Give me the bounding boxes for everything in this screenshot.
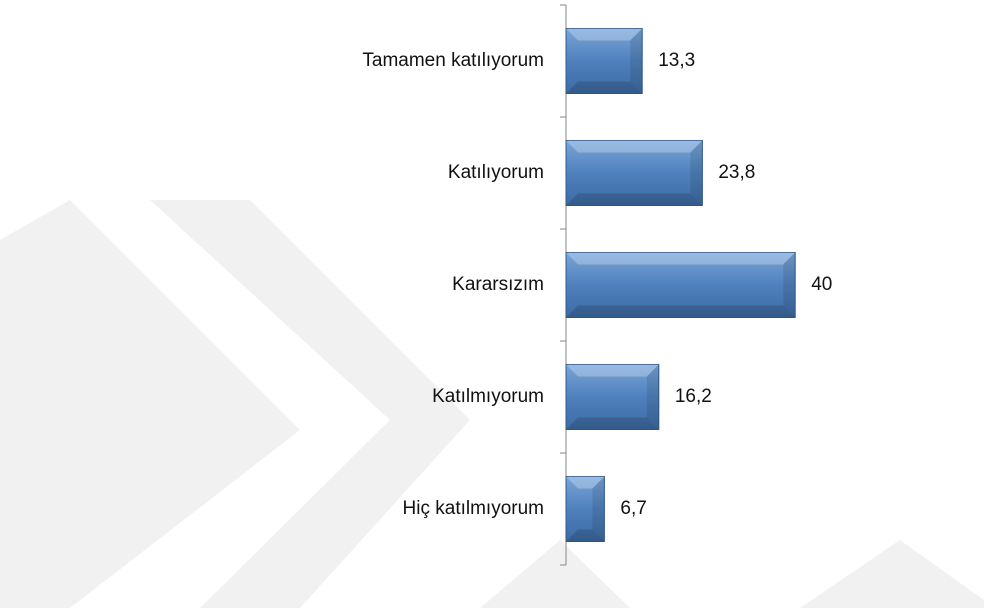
bar-bevel [566,529,605,542]
bar-bevel [566,252,796,265]
bar-bevel [566,28,643,41]
bar-bevel [592,476,605,542]
bar-bevel [566,476,605,489]
bar [565,252,796,318]
value-label: 16,2 [675,386,712,407]
bar-bevel [566,140,703,153]
category-label: Tamamen katılıyorum [362,50,544,71]
bar-bevel [566,364,659,377]
category-label: Kararsızım [452,274,544,295]
bar-bevel [566,305,796,318]
bar [565,28,643,94]
bar-bevel [646,364,659,430]
watermark [0,200,984,608]
bar-bevel [783,252,796,318]
bar-bevel [566,417,659,430]
bar-bevel [690,140,703,206]
value-label: 23,8 [718,162,755,183]
value-label: 40 [811,274,832,295]
category-label: Hiç katılmıyorum [403,498,544,519]
category-label: Katılmıyorum [432,386,544,407]
bar-bevel [566,193,703,206]
value-label: 13,3 [658,50,695,71]
bar-bevel [566,81,643,94]
bar [565,140,703,206]
value-label: 6,7 [620,498,646,519]
bar-bevel [630,28,643,94]
category-label: Katılıyorum [448,162,544,183]
bar [565,476,605,542]
bar [565,364,660,430]
